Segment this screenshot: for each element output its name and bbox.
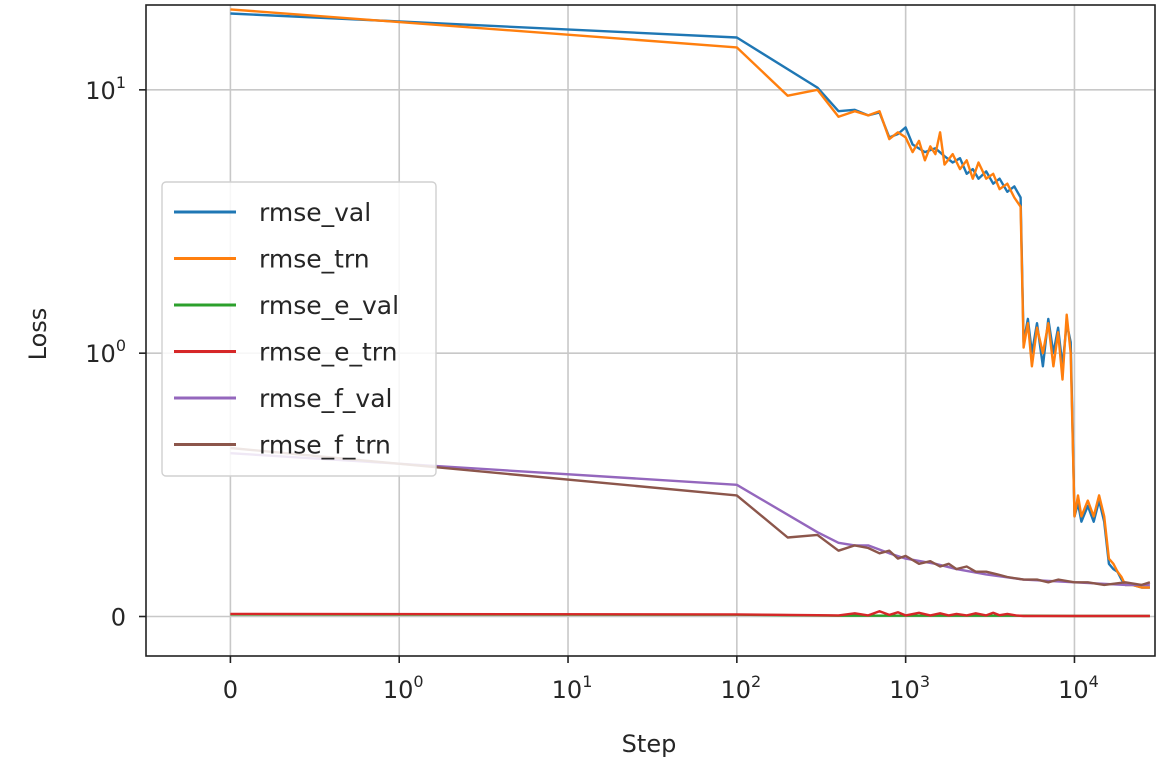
series-line-rmse-f-trn: [230, 446, 1151, 587]
legend-label: rmse_f_trn: [259, 431, 391, 460]
legend-label: rmse_val: [259, 198, 371, 227]
x-ticks: 0 100 101 102 103 104: [223, 656, 1099, 704]
y-tick-label: 100: [85, 336, 126, 368]
y-ticks: 0 100 101: [85, 73, 146, 632]
x-tick-label: 103: [889, 672, 930, 704]
x-tick-label: 101: [552, 672, 593, 704]
legend-label: rmse_e_trn: [259, 338, 397, 367]
series-line-rmse-trn: [230, 8, 1150, 589]
legend-label: rmse_f_val: [259, 384, 392, 413]
y-axis-title: Loss: [24, 308, 52, 361]
y-tick-label: 101: [85, 73, 126, 105]
x-tick-label: 102: [720, 672, 761, 704]
x-axis-title: Step: [622, 730, 677, 758]
x-tick-label: 104: [1058, 672, 1099, 704]
y-tick-label: 0: [111, 604, 126, 632]
legend-label: rmse_e_val: [259, 291, 399, 320]
plot-frame: [145, 4, 1156, 657]
x-tick-label: 0: [223, 676, 238, 704]
series-line-rmse-e-trn: [230, 610, 1150, 618]
series-line-rmse-f-val: [230, 452, 1150, 587]
legend: rmse_val rmse_trn rmse_e_val rmse_e_trnrmse…: [161, 181, 437, 477]
legend-box: [161, 181, 437, 477]
x-tick-label: 100: [383, 672, 424, 704]
series-lines: [230, 8, 1151, 618]
legend-label: rmse_trn: [259, 245, 370, 274]
